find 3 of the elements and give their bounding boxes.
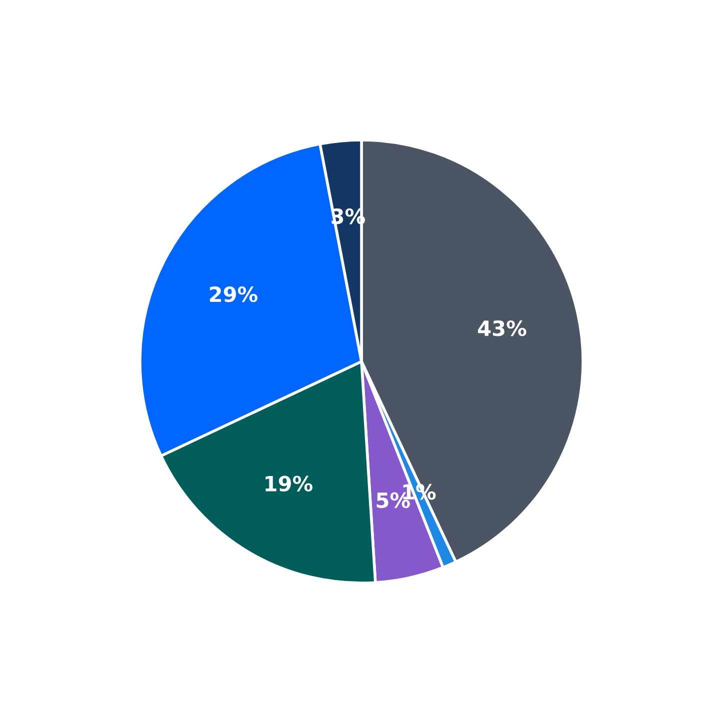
data-label: 19% (266, 476, 312, 492)
data-label: 43% (478, 320, 526, 336)
data-label: 29% (210, 286, 258, 302)
